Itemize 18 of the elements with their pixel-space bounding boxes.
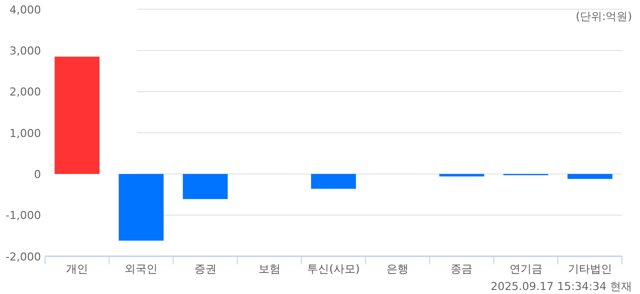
x-tick-label: 개인 [66, 262, 88, 276]
x-tick-label: 증권 [194, 262, 216, 276]
y-tick-label: -2,000 [6, 250, 41, 264]
x-tick-label: 보험 [258, 262, 280, 276]
x-tick-label: 외국인 [124, 262, 158, 276]
y-tick-label: 0 [34, 168, 41, 181]
x-tick-label: 종금 [450, 262, 473, 276]
x-tick-label: 은행 [386, 262, 409, 276]
y-tick-label: -1,000 [6, 209, 41, 222]
x-tick-label: 연기금 [509, 262, 542, 276]
y-tick-label: 3,000 [10, 44, 41, 58]
y-tick-label: 4,000 [10, 3, 41, 16]
text: 2025.09.17 15:34:34 현재 [490, 280, 632, 293]
annotation: (단위:억원) [576, 10, 632, 23]
y-tick-label: 1,000 [10, 126, 41, 140]
x-tick-label: 투신(사모) [307, 262, 360, 276]
y-tick-label: 2,000 [10, 86, 41, 99]
x-tick-label: 기타법인 [568, 262, 612, 276]
